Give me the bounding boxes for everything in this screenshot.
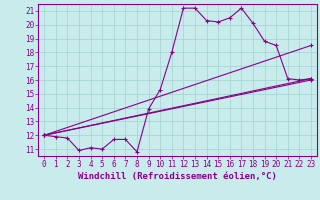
X-axis label: Windchill (Refroidissement éolien,°C): Windchill (Refroidissement éolien,°C) (78, 172, 277, 181)
